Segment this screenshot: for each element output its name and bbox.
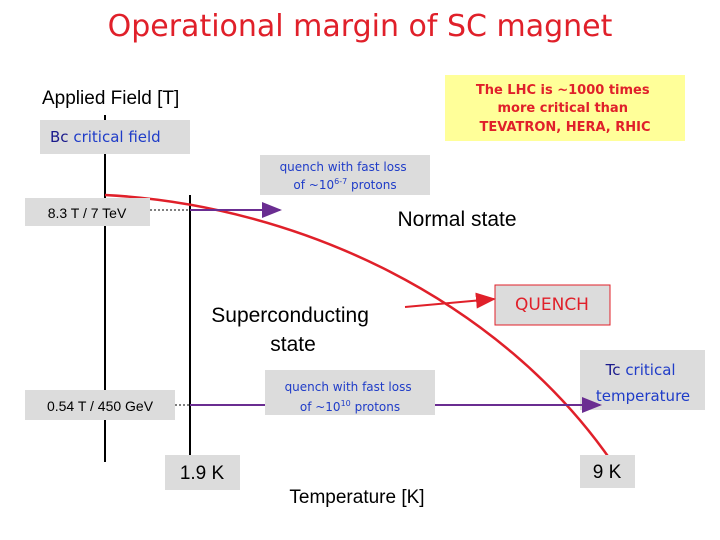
t-operating-label: 1.9 K	[180, 463, 225, 484]
t-critical-box	[580, 455, 635, 488]
note: The LHC is ~1000 times more critical tha…	[476, 83, 654, 135]
t-operating-box	[165, 455, 240, 490]
critical-curve	[104, 193, 614, 463]
arrow	[404, 292, 496, 309]
high-field-label: 8.3 T / 7 TeV	[48, 205, 127, 221]
low-field-label: 0.54 T / 450 GeV	[47, 398, 154, 414]
quench-low-box	[265, 370, 435, 415]
tc-label: Tc critical temperature	[596, 361, 690, 405]
x-axis-label: Temperature [K]	[289, 487, 424, 508]
bc-box	[40, 120, 190, 154]
y-axis-label: Applied Field [T]	[42, 88, 179, 109]
note-box	[445, 75, 685, 141]
title: Operational margin of SC magnet	[108, 9, 613, 44]
low-field-box	[25, 390, 175, 420]
normal-state-label: Normal state	[397, 208, 516, 231]
bc-label: Bc critical field	[50, 128, 161, 146]
sc-state-label: Superconducting state	[211, 304, 374, 356]
quench-label: QUENCH	[515, 295, 589, 315]
quench-high-box	[260, 155, 430, 195]
quench-high-label: quench with fast loss of ~106-7 protons	[280, 160, 411, 192]
quench-low-label: quench with fast loss of ~1010 protons	[285, 380, 416, 414]
quench-box	[494, 284, 611, 326]
high-field-box	[25, 198, 150, 226]
t-critical-label: 9 K	[593, 462, 622, 483]
